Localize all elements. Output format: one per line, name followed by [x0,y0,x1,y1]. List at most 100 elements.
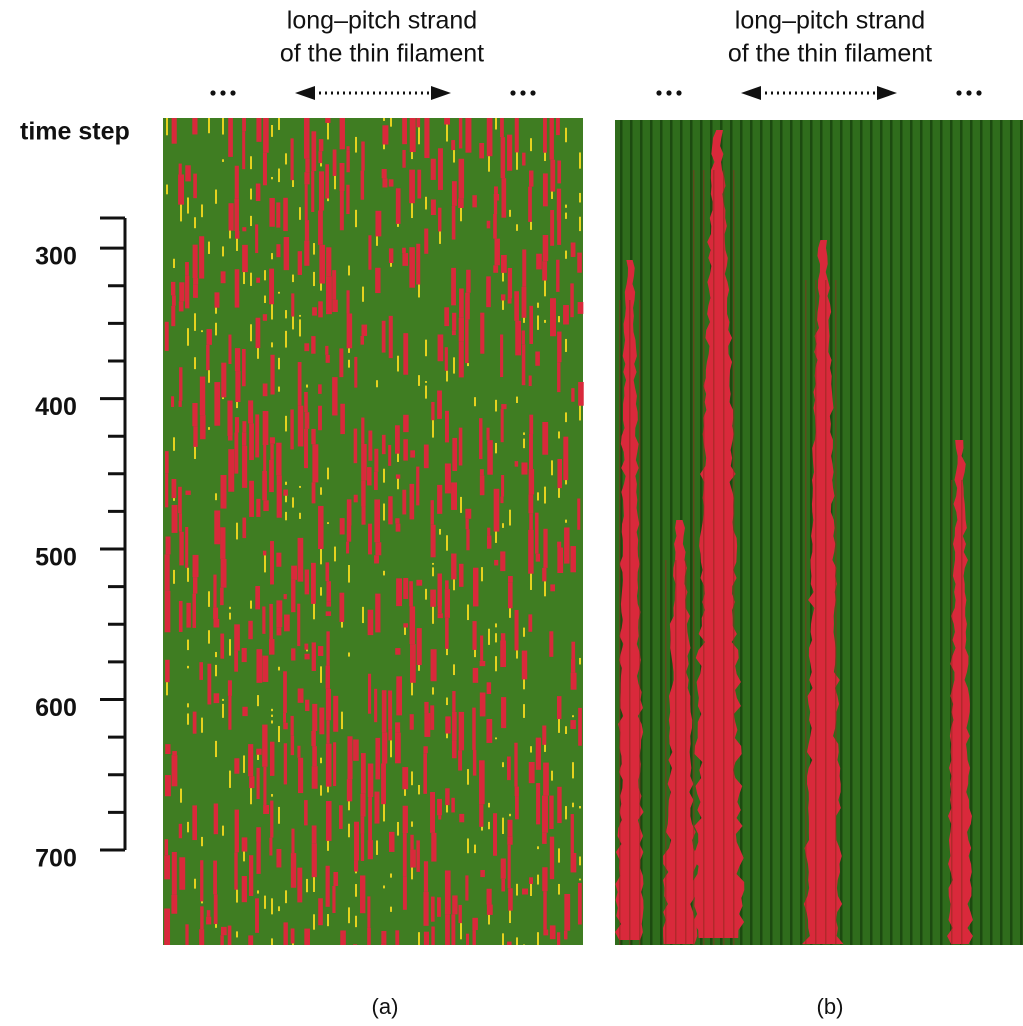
red-segment [500,551,506,572]
red-segment [206,344,210,371]
red-segment [283,197,288,232]
red-segment [325,118,331,123]
red-segment [312,703,318,731]
red-segment [507,582,513,609]
yellow-segment [285,415,287,432]
red-segment [326,601,332,607]
red-segment [465,875,469,901]
red-segment [409,581,413,607]
yellow-segment [327,522,329,524]
red-segment [423,861,429,892]
yellow-segment [495,737,497,740]
red-segment [528,469,535,495]
red-segment [178,513,182,532]
red-segment [521,650,528,680]
red-segment [472,195,477,208]
red-segment [570,672,577,690]
red-segment [270,800,274,838]
red-segment [213,607,219,619]
red-segment [557,786,562,824]
red-segment [311,642,316,671]
yellow-segment [229,606,231,610]
red-segment [220,527,226,559]
red-segment [403,577,409,599]
direction-arrow [656,86,982,100]
red-segment [291,579,296,613]
yellow-segment [418,665,420,671]
red-segment [241,432,247,446]
yellow-segment [544,486,546,504]
yellow-segment [362,606,364,624]
red-segment [395,425,400,454]
yellow-segment [502,933,504,945]
yellow-segment [250,272,252,286]
red-segment [311,843,317,878]
red-segment [291,565,298,580]
red-segment [577,498,581,530]
red-segment [234,809,239,853]
red-segment [479,475,485,496]
red-segment [193,426,198,447]
yellow-segment [572,715,574,718]
red-segment [451,267,456,306]
red-segment [256,498,261,517]
red-segment [368,523,372,555]
red-segment [367,840,373,860]
red-segment [423,753,427,794]
yellow-segment [523,317,525,323]
red-segment [304,643,309,650]
red-segment [228,695,232,730]
red-segment [325,164,330,199]
red-segment [171,755,178,787]
red-segment [451,482,458,510]
yellow-segment [327,786,329,793]
red-segment [479,418,483,460]
yellow-segment [432,567,434,577]
red-segment [375,267,381,294]
yellow-segment [551,460,553,476]
yellow-segment [460,923,462,940]
red-segment [479,660,486,667]
yellow-segment [215,740,217,758]
yellow-segment [509,910,511,924]
red-segment [416,118,421,128]
yellow-segment [334,175,336,190]
red-segment [262,724,268,767]
red-segment [409,118,416,153]
yellow-segment [173,437,175,451]
red-segment [269,459,274,493]
red-segment [283,671,287,713]
red-segment [165,659,170,683]
yellow-segment [502,272,504,282]
yellow-segment [236,402,238,409]
red-segment [360,875,366,914]
red-segment [361,324,368,336]
red-segment [178,486,182,514]
red-segment [311,428,316,445]
yellow-segment [404,627,406,635]
yellow-segment [299,207,301,220]
red-segment [220,558,227,588]
yellow-segment [194,446,196,459]
red-segment [192,403,198,427]
red-segment [501,404,507,410]
yellow-segment [404,789,406,796]
red-segment [437,605,442,614]
red-segment [500,118,504,138]
stripe [640,120,643,945]
yellow-segment [348,565,350,583]
yellow-segment [397,453,399,462]
red-segment [242,348,246,387]
yellow-segment [502,300,504,310]
yellow-segment [285,330,287,348]
red-segment [452,740,457,759]
red-segment [472,749,477,776]
yellow-segment [474,649,476,658]
red-segment [536,253,542,270]
yellow-segment [579,856,581,866]
dot [676,90,682,96]
red-segment [171,305,176,327]
red-segment [304,391,308,413]
red-segment [171,118,177,144]
yellow-segment [341,711,343,730]
